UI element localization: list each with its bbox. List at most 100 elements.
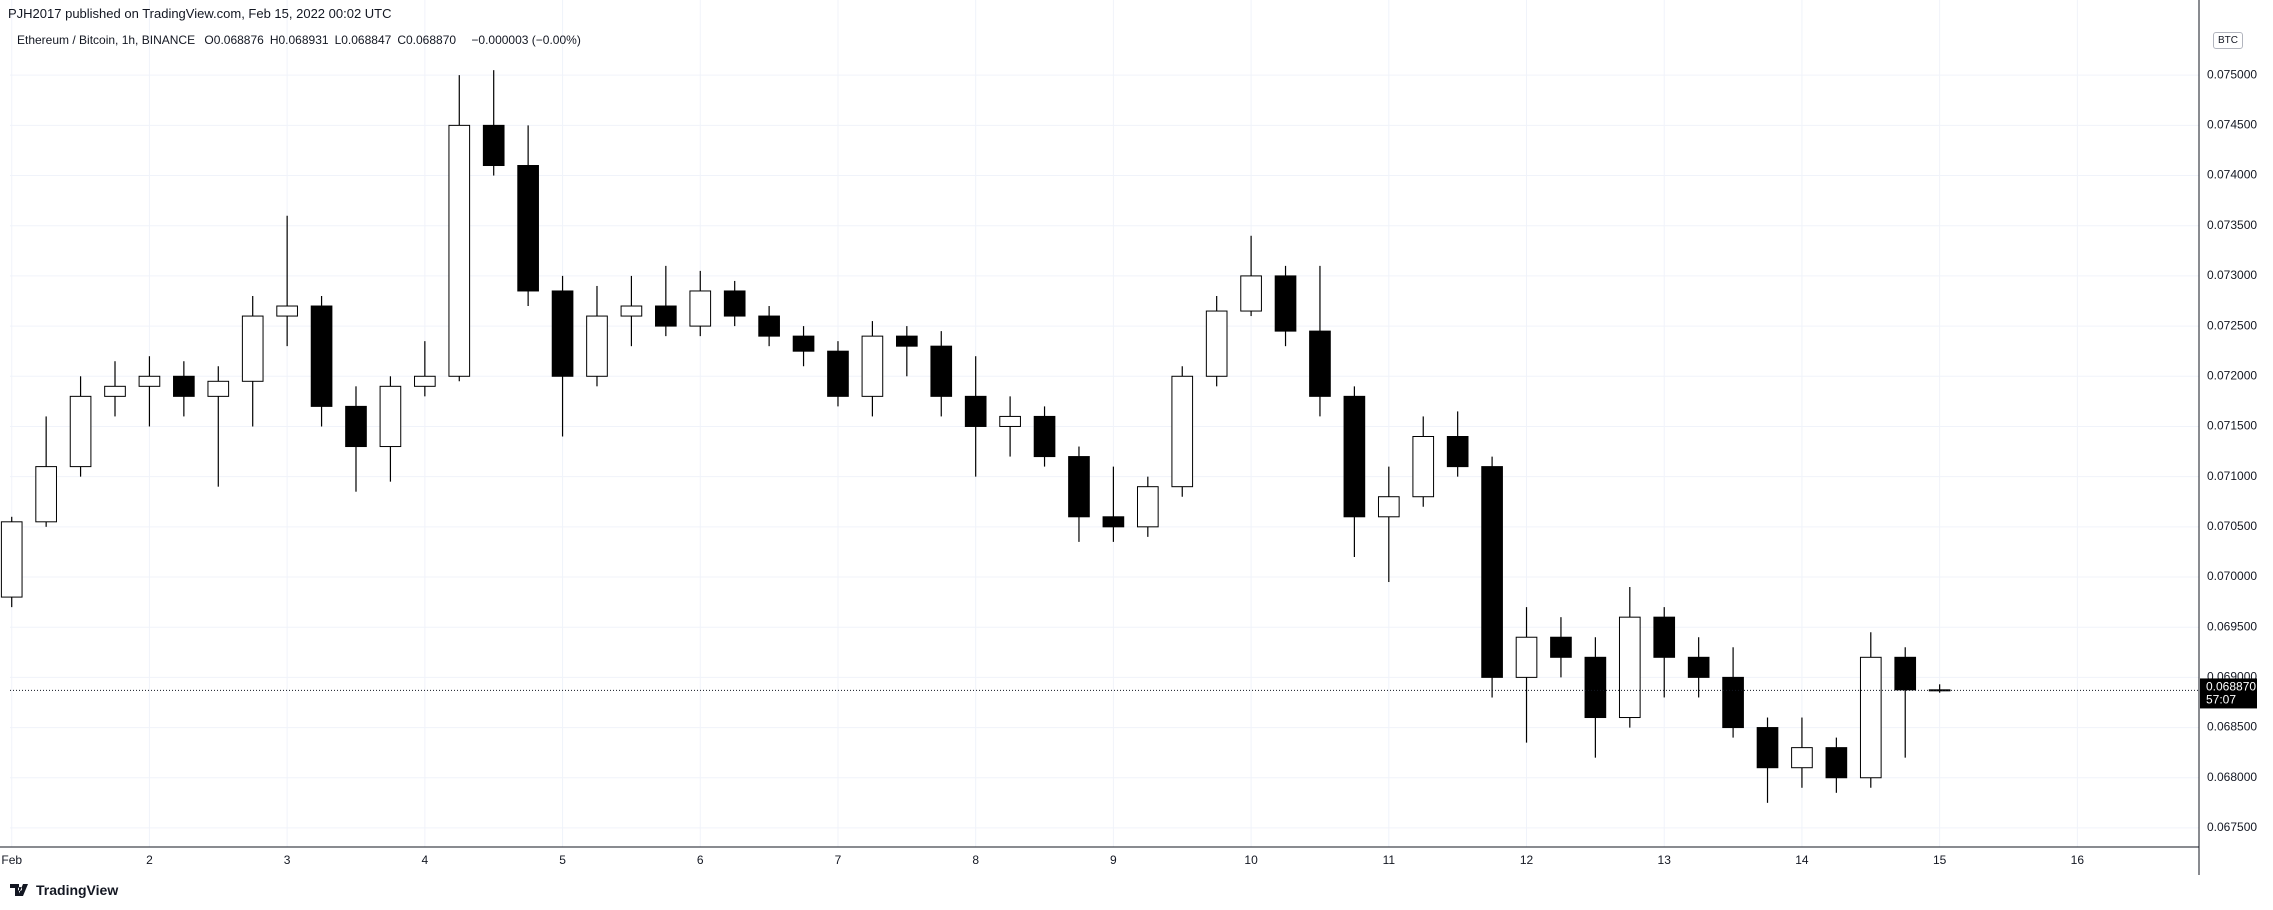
candle-body — [827, 350, 849, 397]
candle — [792, 326, 815, 367]
footer: TradingView — [10, 882, 118, 898]
candle-body — [792, 335, 815, 352]
candle — [207, 366, 230, 487]
candle-body — [207, 380, 230, 397]
candle-body — [1481, 466, 1503, 678]
candle-body — [345, 405, 367, 448]
candle-body — [930, 345, 953, 397]
ohlc-key: H — [269, 33, 279, 47]
candle-body — [999, 415, 1021, 427]
symbol: Ethereum / Bitcoin, 1h, BINANCE — [17, 33, 196, 47]
candle-body — [551, 290, 574, 377]
candle — [1240, 235, 1262, 317]
y-tick-label: 0.072000 — [2207, 368, 2257, 382]
candle-body — [310, 305, 333, 407]
y-tick-label: 0.068500 — [2207, 720, 2257, 734]
x-tick-label: 8 — [972, 853, 979, 867]
ohlc-value: 0.068931 — [278, 33, 329, 47]
x-tick-label: 16 — [2071, 853, 2085, 867]
x-tick-label: 7 — [835, 853, 842, 867]
footer-brand: TradingView — [36, 882, 119, 898]
candle — [414, 341, 436, 397]
y-tick-label: 0.074500 — [2207, 118, 2257, 132]
candle-body — [620, 305, 643, 317]
y-tick-label: 0.074000 — [2207, 168, 2257, 182]
candle-body — [1068, 456, 1090, 518]
candle-body — [1618, 616, 1641, 719]
candle — [345, 386, 367, 492]
candle-body — [276, 305, 298, 317]
candle — [1274, 265, 1297, 347]
candle — [1859, 632, 1882, 788]
candle — [758, 306, 780, 347]
candle-body — [69, 395, 92, 468]
candle-body — [1515, 636, 1538, 678]
candle-body — [1722, 676, 1744, 729]
x-tick-label: 15 — [1933, 853, 1947, 867]
x-tick-label: 4 — [422, 853, 429, 867]
last-price-tag — [2200, 678, 2257, 709]
candle — [1928, 684, 1951, 693]
candle — [379, 376, 402, 482]
ohlc-value: 0.068847 — [341, 33, 392, 47]
candle-body — [1791, 747, 1813, 769]
candle — [930, 331, 953, 417]
publish-header: PJH2017 published on TradingView.com, Fe… — [8, 6, 392, 21]
candle — [1343, 386, 1366, 557]
candle-body — [896, 335, 918, 347]
x-tick-label: 6 — [697, 853, 704, 867]
candle — [1722, 647, 1744, 738]
ohlc: O0.068876 H0.068931 L0.068847 C0.068870 — [204, 33, 462, 47]
ohlc-value: 0.068876 — [213, 33, 264, 47]
candle — [1825, 737, 1848, 793]
candle-body — [1825, 747, 1848, 779]
candle — [517, 125, 539, 307]
candle — [1171, 366, 1194, 497]
candle — [1550, 617, 1572, 678]
candle — [69, 376, 92, 477]
x-tick-label: 12 — [1520, 853, 1534, 867]
y-tick-label: 0.071000 — [2207, 469, 2257, 483]
last-price-label: 0.068870 — [2206, 680, 2256, 694]
candle-body — [241, 315, 264, 382]
ohlc-value: 0.068870 — [405, 33, 457, 47]
ohlc-key: O — [204, 33, 214, 47]
candle — [999, 396, 1021, 457]
candle — [964, 356, 987, 477]
candle — [1377, 466, 1400, 583]
candle-body — [1653, 616, 1676, 658]
candle-body — [1240, 275, 1262, 312]
candle-body — [1550, 636, 1572, 658]
candle — [482, 70, 505, 176]
candle — [35, 416, 57, 527]
y-tick-label: 0.070000 — [2207, 569, 2257, 583]
candle — [1068, 446, 1090, 542]
candle-body — [689, 290, 712, 327]
candle-body — [1377, 496, 1400, 518]
currency-button[interactable]: BTC — [2213, 32, 2243, 49]
y-tick-label: 0.067500 — [2207, 820, 2257, 834]
candle-body — [138, 375, 161, 387]
candle — [1481, 456, 1503, 698]
candle-body — [379, 385, 402, 448]
candle-body — [723, 290, 746, 317]
candle-body — [586, 315, 608, 377]
candle-body — [1205, 310, 1228, 377]
candle — [1412, 416, 1435, 507]
x-tick-label: 3 — [284, 853, 291, 867]
candle-body — [964, 395, 987, 427]
candle-body — [0, 521, 23, 598]
candle — [1136, 476, 1159, 537]
candle — [448, 75, 471, 382]
candle-body — [1309, 330, 1331, 397]
y-tick-label: 0.070500 — [2207, 519, 2257, 533]
candle — [1618, 587, 1641, 728]
candle — [1205, 295, 1228, 387]
y-tick-label: 0.072500 — [2207, 318, 2257, 332]
candle-body — [35, 466, 57, 523]
candle — [723, 280, 746, 327]
legend: Ethereum / Bitcoin, 1h, BINANCE O0.06887… — [17, 33, 587, 47]
candle-body — [1756, 727, 1779, 769]
candle-body — [173, 375, 195, 397]
